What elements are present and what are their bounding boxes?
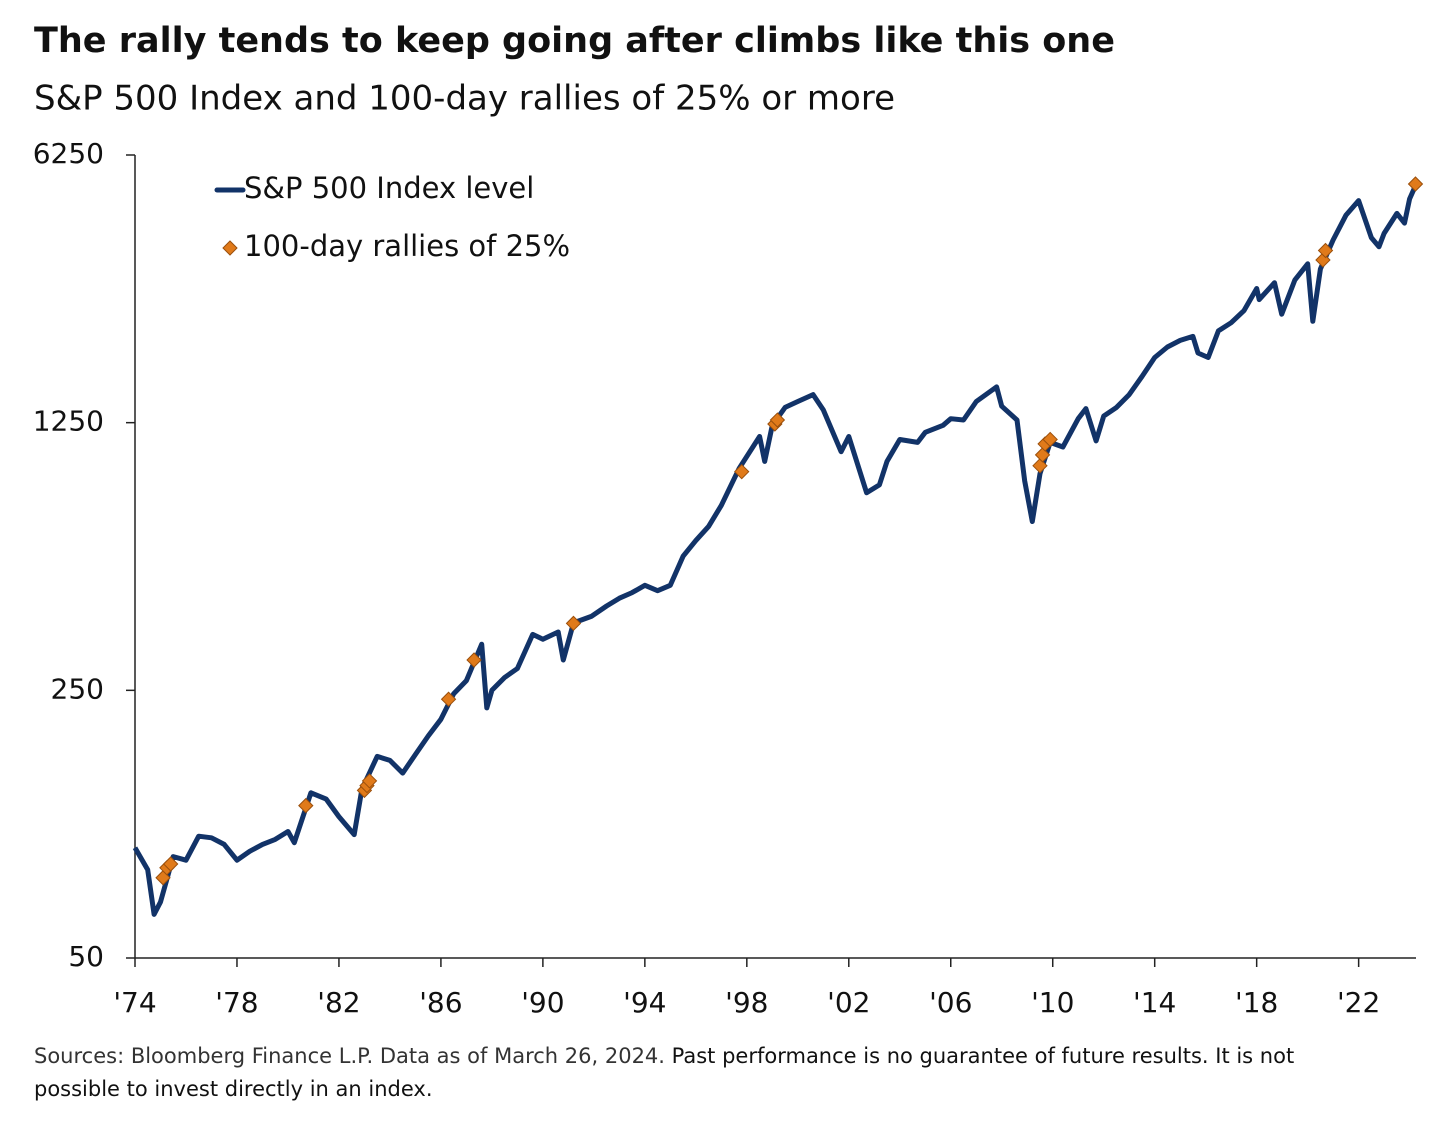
- x-tick-label: '86: [419, 986, 462, 1019]
- x-tick-label: '78: [215, 986, 258, 1019]
- rally-marker: [298, 797, 314, 814]
- chart-title: The rally tends to keep going after clim…: [34, 21, 1115, 61]
- footnote: Sources: Bloomberg Finance L.P. Data as …: [34, 1040, 1374, 1106]
- chart-subtitle: S&P 500 Index and 100-day rallies of 25%…: [34, 79, 895, 119]
- rally-marker: [1317, 242, 1334, 259]
- rally-marker: [734, 463, 750, 480]
- rally-marker: [1034, 447, 1051, 463]
- x-tick-label: '06: [929, 986, 972, 1019]
- x-tick-label: '74: [113, 986, 156, 1019]
- rally-marker: [440, 691, 457, 707]
- x-tick-label: '90: [521, 986, 564, 1019]
- x-tick-label: '94: [623, 986, 666, 1019]
- x-tick-label: '82: [317, 986, 360, 1019]
- x-tick-label: '22: [1337, 986, 1380, 1019]
- x-tick-label: '10: [1031, 986, 1074, 1019]
- rally-marker: [769, 412, 786, 428]
- y-tick-label: 250: [51, 672, 104, 705]
- y-tick-label: 1250: [33, 405, 104, 438]
- x-tick-label: '14: [1133, 986, 1176, 1019]
- y-tick-label: 50: [68, 940, 104, 973]
- x-tick-label: '98: [725, 986, 768, 1019]
- rally-marker: [565, 615, 582, 632]
- legend-label: 100-day rallies of 25%: [244, 229, 570, 263]
- note: Past performance is no guarantee of futu…: [34, 1044, 1295, 1101]
- rally-marker: [155, 870, 171, 886]
- legend-swatch: [222, 240, 238, 256]
- rally-marker: [1042, 431, 1058, 448]
- rally-marker: [162, 856, 179, 872]
- rally-marker: [1407, 176, 1424, 192]
- source: Sources: Bloomberg Finance L.P. Data as …: [34, 1044, 665, 1068]
- rally-marker: [1032, 457, 1048, 474]
- rally-marker: [361, 773, 378, 789]
- rally-marker: [466, 652, 482, 668]
- x-tick-label: '02: [827, 986, 870, 1019]
- x-tick-label: '18: [1235, 986, 1278, 1019]
- y-tick-label: 6250: [33, 137, 104, 170]
- legend-label: S&P 500 Index level: [244, 171, 534, 205]
- index-line: [132, 184, 1418, 917]
